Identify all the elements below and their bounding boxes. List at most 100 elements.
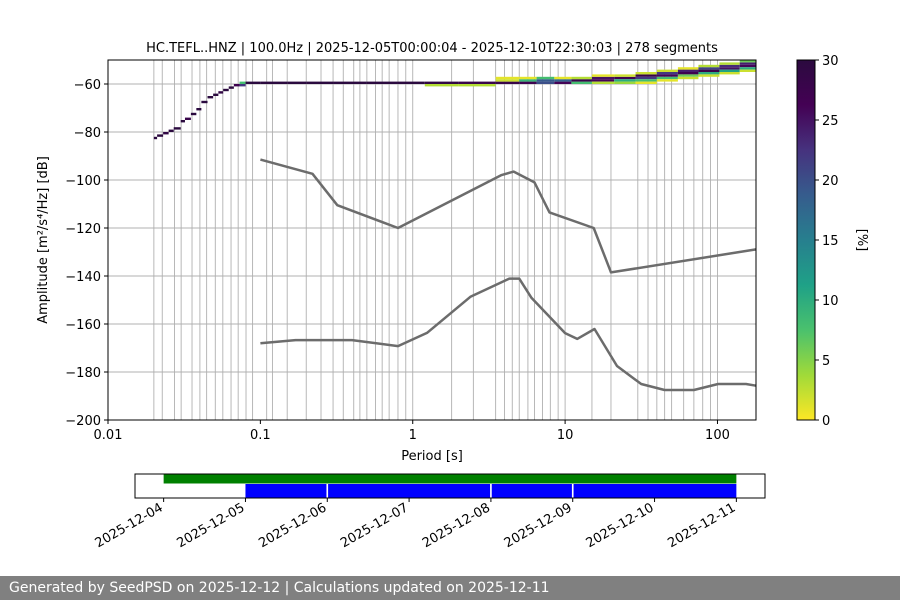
date-tick-label: 2025-12-06 <box>256 500 329 551</box>
ppsd-cell <box>698 64 720 68</box>
coverage-date-axis: 2025-12-04 2025-12-05 2025-12-06 2025-12-07… <box>93 498 738 551</box>
ppsd-cell <box>719 72 740 75</box>
coverage-segments-used <box>491 484 572 498</box>
ppsd-cell <box>153 136 158 140</box>
ppsd-cell <box>656 74 678 77</box>
ppsd-cell <box>571 79 592 82</box>
ppsd-cell <box>163 132 169 135</box>
y-tick-label: −140 <box>65 270 101 285</box>
ppsd-cell <box>184 117 191 120</box>
ppsd-cell <box>614 76 636 80</box>
ppsd-cell <box>536 76 555 80</box>
ppsd-cell <box>719 62 740 65</box>
noise-model-low <box>260 277 757 392</box>
colorbar-tick-label: 30 <box>822 54 839 69</box>
date-tick-label: 2025-12-08 <box>420 500 493 551</box>
ppsd-cell <box>207 96 214 99</box>
ppsd-cell <box>591 79 615 82</box>
period-axis: 0.01 0.1 1 10 100 <box>94 420 730 443</box>
ppsd-cell <box>698 74 720 77</box>
date-tick-label: 2025-12-07 <box>338 500 411 551</box>
ppsd-cell <box>739 64 756 68</box>
ppsd-cell <box>677 67 699 70</box>
ppsd-cell <box>571 76 592 80</box>
y-axis-label: Amplitude [m²/s⁴/Hz] [dB] <box>36 156 51 324</box>
ppsd-cell <box>287 81 307 84</box>
y-tick-label: −200 <box>65 414 101 429</box>
ppsd-cell <box>245 81 261 84</box>
ppsd-cell <box>424 81 459 84</box>
gridlines <box>108 60 756 420</box>
colorbar-label: [%] <box>854 229 869 252</box>
ppsd-cell <box>635 79 657 82</box>
ppsd-cell <box>614 74 636 77</box>
ppsd-cell <box>260 81 288 84</box>
ppsd-cell <box>173 127 181 130</box>
y-tick-label: −60 <box>74 78 101 93</box>
date-tick-label: 2025-12-11 <box>665 500 738 551</box>
x-axis-label: Period [s] <box>401 449 463 464</box>
ppsd-cell <box>519 81 537 84</box>
x-tick-label: 100 <box>705 428 730 443</box>
x-tick-label: 10 <box>557 428 574 443</box>
y-tick-label: −80 <box>74 126 101 141</box>
coverage-panel: 2025-12-04 2025-12-05 2025-12-06 2025-12-07… <box>93 473 766 551</box>
ppsd-cell <box>635 74 657 77</box>
ppsd-cell <box>519 76 537 80</box>
ppsd-cell <box>635 81 657 84</box>
ppsd-cell <box>719 67 740 70</box>
ppsd-cell <box>739 62 756 65</box>
y-tick-label: −120 <box>65 222 101 237</box>
ppsd-figure: HC.TEFL..HNZ | 100.0Hz | 2025-12-05T00:0… <box>36 41 869 551</box>
ppsd-cell <box>168 129 174 132</box>
ppsd-cell <box>614 79 636 82</box>
ppsd-cell <box>656 76 678 80</box>
ppsd-cell <box>698 72 720 75</box>
ppsd-cell <box>739 67 756 70</box>
ppsd-cell <box>519 79 537 82</box>
ppsd-heatmap <box>153 60 756 140</box>
noise-model-high <box>260 158 757 274</box>
ppsd-cell <box>495 79 520 82</box>
ppsd-cell <box>213 93 219 96</box>
ppsd-cell <box>656 72 678 75</box>
ppsd-cell <box>196 108 202 111</box>
plot-frame <box>107 59 757 421</box>
ppsd-cell <box>698 67 720 70</box>
x-tick-label: 0.01 <box>94 428 123 443</box>
date-tick-label: 2025-12-05 <box>175 500 248 551</box>
ppsd-cell <box>554 79 572 82</box>
amplitude-axis: −60 −80 −100 −120 −140 −160 −180 −200 <box>65 78 108 429</box>
date-tick-label: 2025-12-09 <box>502 500 575 551</box>
y-tick-label: −180 <box>65 366 101 381</box>
date-tick-label: 2025-12-04 <box>93 500 166 551</box>
ppsd-cell <box>233 84 240 87</box>
ppsd-cell <box>333 81 367 84</box>
ppsd-cell <box>239 84 246 87</box>
colorbar-tick-label: 15 <box>822 234 839 249</box>
ppsd-cell <box>571 81 592 84</box>
ppsd-cell <box>698 69 720 72</box>
coverage-segments-used <box>245 484 327 498</box>
ppsd-cell <box>180 120 185 123</box>
ppsd-cell <box>739 69 756 72</box>
ppsd-cell <box>554 81 572 84</box>
ppsd-cell <box>223 88 229 92</box>
ppsd-cell <box>190 112 197 116</box>
colorbar-tick-label: 5 <box>822 354 830 369</box>
coverage-segments-used <box>573 484 737 498</box>
ppsd-cell <box>677 69 699 72</box>
ppsd-cell <box>218 91 224 94</box>
ppsd-cell <box>656 69 678 72</box>
colorbar-tick-label: 20 <box>822 174 839 189</box>
ppsd-cell <box>677 74 699 77</box>
ppsd-cell <box>228 86 234 89</box>
ppsd-cell <box>201 100 208 104</box>
colorbar-tick-label: 25 <box>822 114 839 129</box>
colorbar-tick-label: 0 <box>822 414 830 429</box>
colorbar-tick-label: 10 <box>822 294 839 309</box>
ppsd-cell <box>239 81 246 84</box>
colorbar <box>796 59 816 421</box>
ppsd-cell <box>719 64 740 68</box>
footer-text: Generated by SeedPSD on 2025-12-12 | Cal… <box>9 580 550 596</box>
